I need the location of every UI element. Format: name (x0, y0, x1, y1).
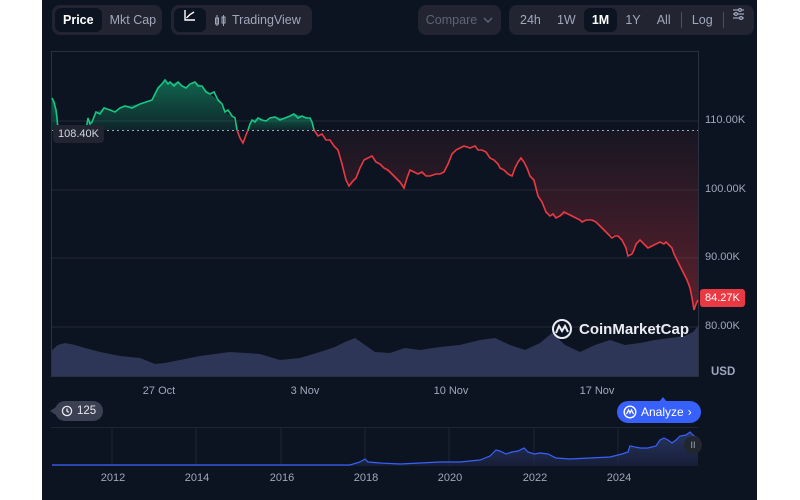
line-chart-icon (184, 10, 195, 21)
nav-x-tick: 2024 (606, 472, 632, 484)
tradingview-button[interactable]: TradingView (206, 8, 309, 32)
history-count: 125 (77, 405, 97, 417)
x-tick: 10 Nov (433, 385, 469, 397)
analyze-icon (623, 405, 637, 419)
chevron-right-icon: › (687, 405, 692, 419)
analyze-button[interactable]: Analyze › (617, 397, 701, 423)
chart-type-toggle: TradingView (171, 5, 312, 35)
range-all[interactable]: All (656, 13, 671, 27)
range-1w[interactable]: 1W (556, 13, 576, 27)
current-price-label: 84.27K (700, 289, 745, 307)
price-tab[interactable]: Price (55, 8, 102, 32)
compare-label: Compare (425, 13, 478, 27)
y-tick-80k: 80.00K (705, 320, 740, 332)
log-toggle[interactable]: Log (691, 13, 713, 27)
navigator-pause-button[interactable]: II (684, 436, 702, 454)
pause-icon: II (690, 440, 696, 450)
baseline-price-label: 108.40K (53, 125, 104, 143)
candlestick-icon (215, 14, 226, 26)
range-24h[interactable]: 24h (520, 13, 541, 27)
range-selector: 24h 1W 1M 1Y All Log (509, 5, 754, 35)
x-tick: 3 Nov (290, 385, 320, 397)
y-tick-100k: 100.00K (705, 183, 746, 195)
sliders-icon (732, 8, 744, 20)
nav-x-tick: 2018 (353, 472, 379, 484)
line-chart-button[interactable] (174, 8, 206, 32)
coinmarketcap-logo-icon (552, 319, 572, 339)
currency-label[interactable]: USD (711, 366, 736, 378)
x-tick: 17 Nov (579, 385, 615, 397)
coinmarketcap-watermark: CoinMarketCap (551, 318, 689, 340)
x-tick: 27 Oct (142, 385, 176, 397)
range-1y[interactable]: 1Y (625, 13, 641, 27)
nav-x-tick: 2014 (184, 472, 210, 484)
nav-x-tick: 2016 (269, 472, 295, 484)
divider (722, 12, 724, 28)
nav-x-tick: 2022 (522, 472, 548, 484)
history-badge[interactable]: 125 (49, 401, 104, 421)
chevron-down-icon (483, 17, 493, 23)
history-icon (61, 405, 73, 417)
settings-button[interactable] (726, 8, 751, 32)
view-toggle: Price Mkt Cap (52, 5, 162, 35)
mkt-cap-tab[interactable]: Mkt Cap (109, 13, 157, 27)
nav-x-tick: 2020 (437, 472, 463, 484)
analyze-label: Analyze (641, 405, 684, 419)
y-tick-110k: 110.00K (705, 114, 746, 126)
watermark-text: CoinMarketCap (579, 320, 690, 338)
tradingview-label: TradingView (232, 13, 301, 27)
nav-x-tick: 2012 (100, 472, 126, 484)
y-tick-90k: 90.00K (705, 251, 740, 263)
compare-dropdown[interactable]: Compare (418, 5, 501, 35)
divider (680, 12, 682, 28)
range-1m[interactable]: 1M (583, 8, 618, 32)
